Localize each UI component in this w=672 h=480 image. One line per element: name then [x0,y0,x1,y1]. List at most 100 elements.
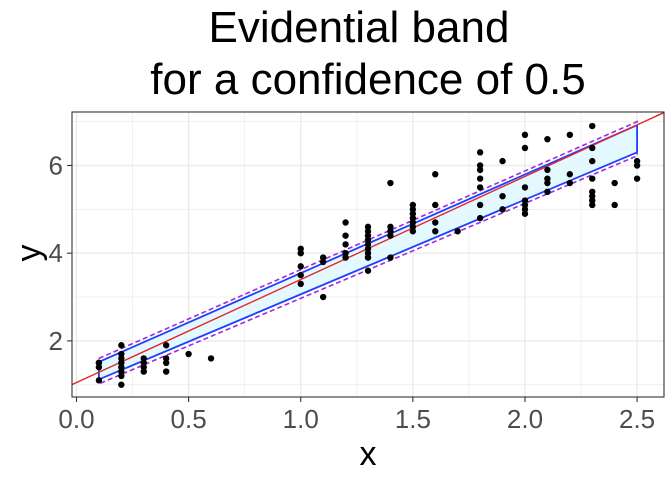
x-tick-label: 1.0 [283,404,319,434]
x-tick-label: 1.5 [395,404,431,434]
data-point [589,175,596,182]
data-point [589,188,596,195]
data-point [633,157,641,165]
data-point [185,350,192,358]
data-point [95,377,103,384]
data-point [140,359,147,366]
data-point [118,381,125,388]
panel-border [71,111,665,398]
data-point [342,254,349,261]
data-point [476,214,484,222]
data-point [364,249,372,257]
data-point [162,368,170,375]
data-point [387,223,394,231]
data-point [364,267,372,274]
y-tick-label: 2 [49,326,63,356]
data-point [432,228,439,235]
data-point [566,179,574,187]
data-point [589,122,596,130]
data-point [409,228,417,235]
x-tick-label: 0.0 [58,404,94,434]
data-point [162,359,170,366]
data-point [544,175,551,182]
data-point [342,241,349,248]
data-point [297,280,304,288]
data-point [140,368,147,375]
data-point [364,223,372,231]
data-point [521,144,529,152]
data-point [544,135,551,143]
data-point [118,350,125,358]
data-point [342,249,349,257]
data-point [118,355,125,362]
x-axis-title: x [360,435,377,473]
data-point [611,201,618,209]
data-point [544,179,551,187]
y-axis-title: y [10,245,48,262]
data-point [319,258,327,266]
data-point [633,162,641,169]
data-point [521,206,529,213]
data-point [118,359,125,366]
data-point [342,219,349,226]
data-point [566,131,574,138]
data-point [476,184,484,191]
data-point [589,197,596,204]
data-point [409,206,417,213]
data-point [162,355,170,362]
data-point [387,232,394,239]
data-points [95,122,641,388]
data-point [207,355,215,362]
data-point [476,162,484,169]
x-tick-label: 2.0 [507,404,543,434]
data-point [566,171,574,178]
data-point [118,363,125,371]
data-point [409,210,417,217]
data-point [432,219,439,226]
data-point [297,263,304,270]
data-point [162,342,170,349]
x-tick-label: 0.5 [171,404,207,434]
data-point [521,131,529,138]
data-point [589,192,596,200]
data-point [521,210,529,217]
data-point [521,201,529,209]
data-point [319,293,327,301]
data-point [342,232,349,239]
data-point [544,166,551,174]
data-point [387,254,394,261]
data-point [454,228,461,235]
data-point [432,201,439,209]
y-axis-ticks: 2 4 6 [49,150,72,356]
data-point [297,249,304,257]
data-point [364,232,372,239]
data-point [409,219,417,226]
data-point [409,201,417,209]
data-point [364,254,372,261]
data-point [95,363,103,371]
data-point [118,368,125,375]
data-point [476,201,484,209]
data-point [499,206,506,213]
data-point [589,144,596,152]
data-point [297,245,304,252]
data-point [521,197,529,204]
data-point [521,184,529,191]
data-point [544,188,551,195]
data-point [364,245,372,252]
data-point [409,223,417,231]
data-point [409,214,417,222]
data-point [140,355,147,362]
data-point [476,166,484,174]
chart-title: Evidential band for a confidence of 0.5 [150,3,585,104]
x-axis-ticks: 0.0 0.5 1.0 1.5 2.0 2.5 [58,397,655,434]
data-point [499,157,506,165]
data-point [364,228,372,235]
data-point [589,201,596,209]
data-point [387,228,394,235]
data-point [499,192,506,200]
data-point [364,236,372,244]
chart-title-line-1: Evidential band [209,3,510,52]
data-point [140,363,147,371]
